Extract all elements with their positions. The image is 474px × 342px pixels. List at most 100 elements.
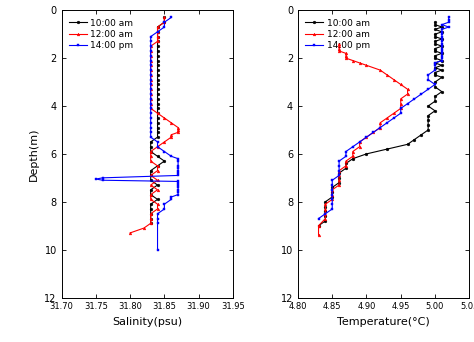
10:00 am (155, 126, 160, 130)
12:00 am (155, 169, 160, 173)
14:00 pm (148, 63, 154, 67)
12:00 am (155, 188, 160, 192)
12:00 am (148, 102, 154, 106)
12:00 am (377, 68, 383, 72)
Line: 14:00 pm: 14:00 pm (94, 16, 180, 251)
10:00 am (155, 54, 160, 58)
12:00 am (405, 92, 410, 96)
12:00 am (322, 207, 328, 211)
12:00 am (155, 145, 160, 149)
12:00 am (364, 63, 369, 67)
12:00 am (148, 197, 154, 201)
Line: 12:00 am: 12:00 am (129, 16, 180, 234)
12:00 am (155, 202, 160, 206)
12:00 am (384, 73, 390, 77)
12:00 am (155, 30, 160, 34)
12:00 am (398, 97, 403, 101)
14:00 pm (336, 159, 342, 163)
10:00 am (148, 202, 154, 206)
10:00 am (148, 193, 154, 197)
12:00 am (329, 188, 335, 192)
X-axis label: Temperature(°C): Temperature(°C) (337, 317, 430, 327)
12:00 am (155, 39, 160, 43)
12:00 am (168, 135, 174, 139)
12:00 am (350, 149, 356, 154)
12:00 am (148, 183, 154, 187)
12:00 am (322, 216, 328, 221)
14:00 pm (148, 78, 154, 82)
10:00 am (155, 25, 160, 29)
12:00 am (148, 73, 154, 77)
10:00 am (162, 20, 167, 24)
10:00 am (148, 145, 154, 149)
12:00 am (398, 82, 403, 87)
12:00 am (336, 49, 342, 53)
12:00 am (322, 202, 328, 206)
10:00 am (148, 212, 154, 216)
12:00 am (155, 35, 160, 39)
10:00 am (155, 44, 160, 48)
Line: 12:00 am: 12:00 am (317, 42, 409, 237)
12:00 am (322, 212, 328, 216)
12:00 am (155, 164, 160, 168)
10:00 am (329, 195, 335, 199)
12:00 am (155, 25, 160, 29)
14:00 pm (316, 216, 321, 221)
12:00 am (148, 68, 154, 72)
10:00 am (155, 102, 160, 106)
12:00 am (162, 15, 167, 19)
12:00 am (148, 106, 154, 110)
12:00 am (162, 116, 167, 120)
10:00 am (322, 219, 328, 223)
14:00 pm (168, 197, 174, 201)
12:00 am (371, 130, 376, 134)
12:00 am (128, 231, 133, 235)
14:00 pm (439, 49, 445, 53)
12:00 am (405, 87, 410, 91)
12:00 am (148, 58, 154, 63)
10:00 am (155, 39, 160, 43)
12:00 am (357, 145, 363, 149)
10:00 am (148, 216, 154, 221)
10:00 am (155, 164, 160, 168)
12:00 am (316, 224, 321, 228)
12:00 am (391, 78, 397, 82)
10:00 am (155, 49, 160, 53)
12:00 am (350, 154, 356, 158)
10:00 am (439, 51, 445, 55)
12:00 am (391, 111, 397, 115)
12:00 am (148, 92, 154, 96)
10:00 am (155, 68, 160, 72)
12:00 am (336, 42, 342, 46)
10:00 am (155, 106, 160, 110)
14:00 pm (398, 111, 403, 115)
12:00 am (336, 178, 342, 182)
10:00 am (155, 97, 160, 101)
12:00 am (384, 116, 390, 120)
14:00 pm (155, 221, 160, 225)
14:00 pm (148, 44, 154, 48)
10:00 am (155, 130, 160, 134)
12:00 am (336, 173, 342, 177)
10:00 am (155, 111, 160, 115)
14:00 pm (446, 15, 452, 19)
14:00 pm (329, 188, 335, 192)
12:00 am (343, 54, 349, 58)
10:00 am (155, 78, 160, 82)
10:00 am (155, 154, 160, 158)
10:00 am (162, 15, 167, 19)
Legend: 10:00 am, 12:00 am, 14:00 pm: 10:00 am, 12:00 am, 14:00 pm (68, 18, 135, 51)
12:00 am (148, 97, 154, 101)
12:00 am (336, 47, 342, 51)
10:00 am (155, 63, 160, 67)
10:00 am (155, 116, 160, 120)
10:00 am (148, 178, 154, 182)
12:00 am (148, 193, 154, 197)
10:00 am (162, 159, 167, 163)
12:00 am (343, 159, 349, 163)
12:00 am (155, 111, 160, 115)
Line: 10:00 am: 10:00 am (317, 21, 443, 227)
12:00 am (148, 87, 154, 91)
12:00 am (148, 212, 154, 216)
Legend: 10:00 am, 12:00 am, 14:00 pm: 10:00 am, 12:00 am, 14:00 pm (304, 18, 371, 51)
